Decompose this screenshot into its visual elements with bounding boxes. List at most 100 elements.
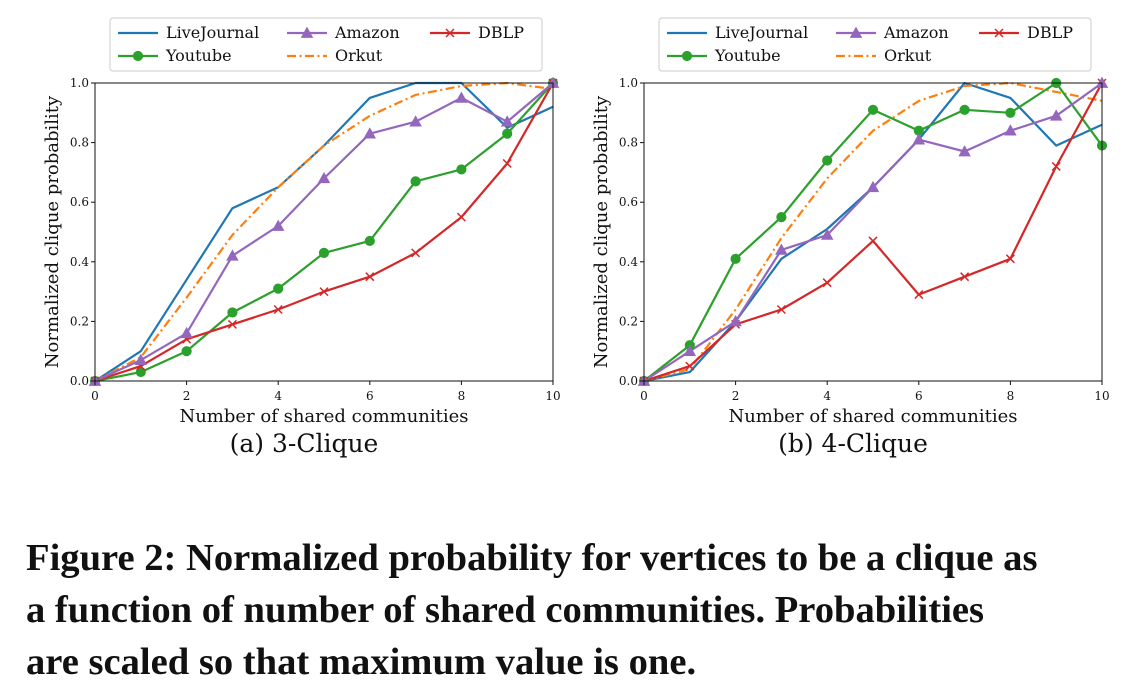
data-point-youtube — [502, 128, 513, 139]
legend-marker — [445, 28, 455, 38]
data-point-amazon — [958, 145, 971, 157]
legend-item-dblp: DBLP — [430, 23, 524, 42]
data-point-youtube — [273, 283, 284, 294]
legend-marker — [300, 26, 314, 38]
data-point-dblp — [502, 158, 512, 168]
data-point-amazon — [226, 249, 239, 261]
legend-label: LiveJournal — [715, 23, 808, 42]
legend-item-amazon: Amazon — [287, 23, 400, 42]
x-tick-label: 2 — [183, 389, 191, 403]
legend-label: Youtube — [165, 46, 232, 65]
y-tick-label: 0.4 — [70, 255, 89, 269]
data-point-amazon — [683, 344, 697, 357]
legend-item-youtube: Youtube — [667, 46, 781, 65]
data-point-dblp — [365, 272, 375, 282]
chart-panel-1: 0 2 4 6 8 10 0.0 0.2 0.4 0.6 0.8 1.0 Number of share… — [42, 17, 561, 458]
y-tick-label: 1.0 — [70, 76, 89, 90]
caption-line-3: are scaled so that maximum value is one. — [26, 641, 697, 683]
legend-item-youtube: Youtube — [118, 46, 232, 65]
data-point-dblp — [1051, 161, 1061, 171]
data-point-amazon — [729, 314, 742, 327]
data-point-amazon — [1049, 109, 1063, 121]
data-point-youtube — [822, 155, 833, 166]
data-point-amazon — [820, 228, 834, 240]
y-tick-label: 0.4 — [619, 255, 638, 269]
caption-line-2: a function of number of shared communiti… — [26, 589, 985, 631]
legend-item-orkut: Orkut — [287, 46, 383, 65]
data-point-youtube — [730, 253, 741, 264]
y-axis-label: Normalized clique probability — [42, 95, 63, 368]
axes-frame — [643, 82, 1103, 382]
y-tick-label: 0.0 — [619, 374, 638, 388]
data-point-amazon — [500, 115, 514, 127]
data-point-youtube — [318, 247, 330, 258]
x-tick-label: 2 — [732, 389, 740, 403]
series-line-amazon — [95, 82, 553, 383]
x-axis-label: Number of shared communities — [728, 406, 1017, 427]
legend: LiveJournal Youtube Amazon Orkut DBLP — [658, 17, 1092, 72]
y-tick-label: 1.0 — [619, 76, 638, 90]
legend-item-livejournal: LiveJournal — [118, 23, 259, 42]
data-point-amazon — [775, 243, 788, 255]
panel-subcaption: (b) 4-Clique — [778, 429, 928, 458]
data-point-dblp — [1005, 254, 1015, 264]
x-axis-label: Number of shared communities — [179, 406, 468, 427]
data-point-amazon — [363, 127, 377, 139]
data-point-youtube — [410, 176, 421, 187]
data-point-youtube — [181, 346, 192, 357]
x-tick-label: 4 — [274, 389, 282, 403]
legend-label: Amazon — [883, 23, 949, 42]
legend-item-dblp: DBLP — [979, 23, 1073, 42]
data-point-youtube — [776, 212, 787, 223]
y-tick-label: 0.2 — [619, 314, 638, 328]
series-line-orkut — [644, 81, 1102, 383]
y-tick-label: 0.2 — [70, 314, 89, 328]
x-tick-label: 4 — [823, 389, 831, 403]
legend-marker — [681, 50, 693, 62]
data-point-dblp — [227, 319, 237, 329]
legend-label: Youtube — [714, 46, 781, 65]
legend-label: Orkut — [335, 46, 383, 65]
data-point-amazon — [1004, 124, 1017, 136]
series-line-amazon — [644, 82, 1102, 382]
data-point-youtube — [456, 164, 467, 175]
data-point-dblp — [914, 290, 924, 300]
x-tick-label: 6 — [915, 389, 923, 403]
y-tick-label: 0.8 — [619, 136, 638, 150]
x-tick-label: 6 — [366, 389, 374, 403]
legend-label: DBLP — [1027, 23, 1073, 42]
axes-frame — [94, 82, 554, 382]
legend-label: Amazon — [334, 23, 400, 42]
x-tick-label: 8 — [458, 389, 466, 403]
panel-subcaption: (a) 3-Clique — [230, 429, 379, 458]
series-line-livejournal — [95, 81, 553, 382]
data-point-dblp — [411, 248, 421, 258]
caption-line-1: Figure 2: Normalized probability for ver… — [26, 537, 1038, 579]
data-point-amazon — [409, 115, 422, 127]
data-point-youtube — [959, 104, 970, 115]
data-point-amazon — [455, 91, 468, 103]
x-tick-label: 8 — [1007, 389, 1015, 403]
legend-box — [109, 17, 543, 72]
x-tick-label: 10 — [545, 389, 560, 403]
legend-label: LiveJournal — [166, 23, 259, 42]
legend-marker — [132, 50, 144, 62]
data-point-amazon — [317, 171, 331, 184]
data-point-youtube — [1005, 107, 1016, 118]
data-point-dblp — [822, 278, 832, 288]
y-tick-label: 0.8 — [70, 136, 89, 150]
series-line-orkut — [95, 81, 553, 382]
legend-item-livejournal: LiveJournal — [667, 23, 808, 42]
data-point-amazon — [866, 180, 880, 193]
data-point-amazon — [271, 219, 285, 231]
data-point-amazon — [134, 353, 148, 365]
legend-box — [658, 17, 1092, 72]
data-point-dblp — [685, 361, 695, 371]
data-point-youtube — [867, 104, 879, 115]
y-axis-label: Normalized clique probability — [591, 95, 612, 368]
y-tick-label: 0.6 — [619, 195, 638, 209]
data-point-dblp — [319, 287, 329, 297]
data-point-youtube — [227, 307, 238, 318]
data-point-youtube — [364, 235, 375, 247]
data-point-dblp — [456, 212, 466, 222]
